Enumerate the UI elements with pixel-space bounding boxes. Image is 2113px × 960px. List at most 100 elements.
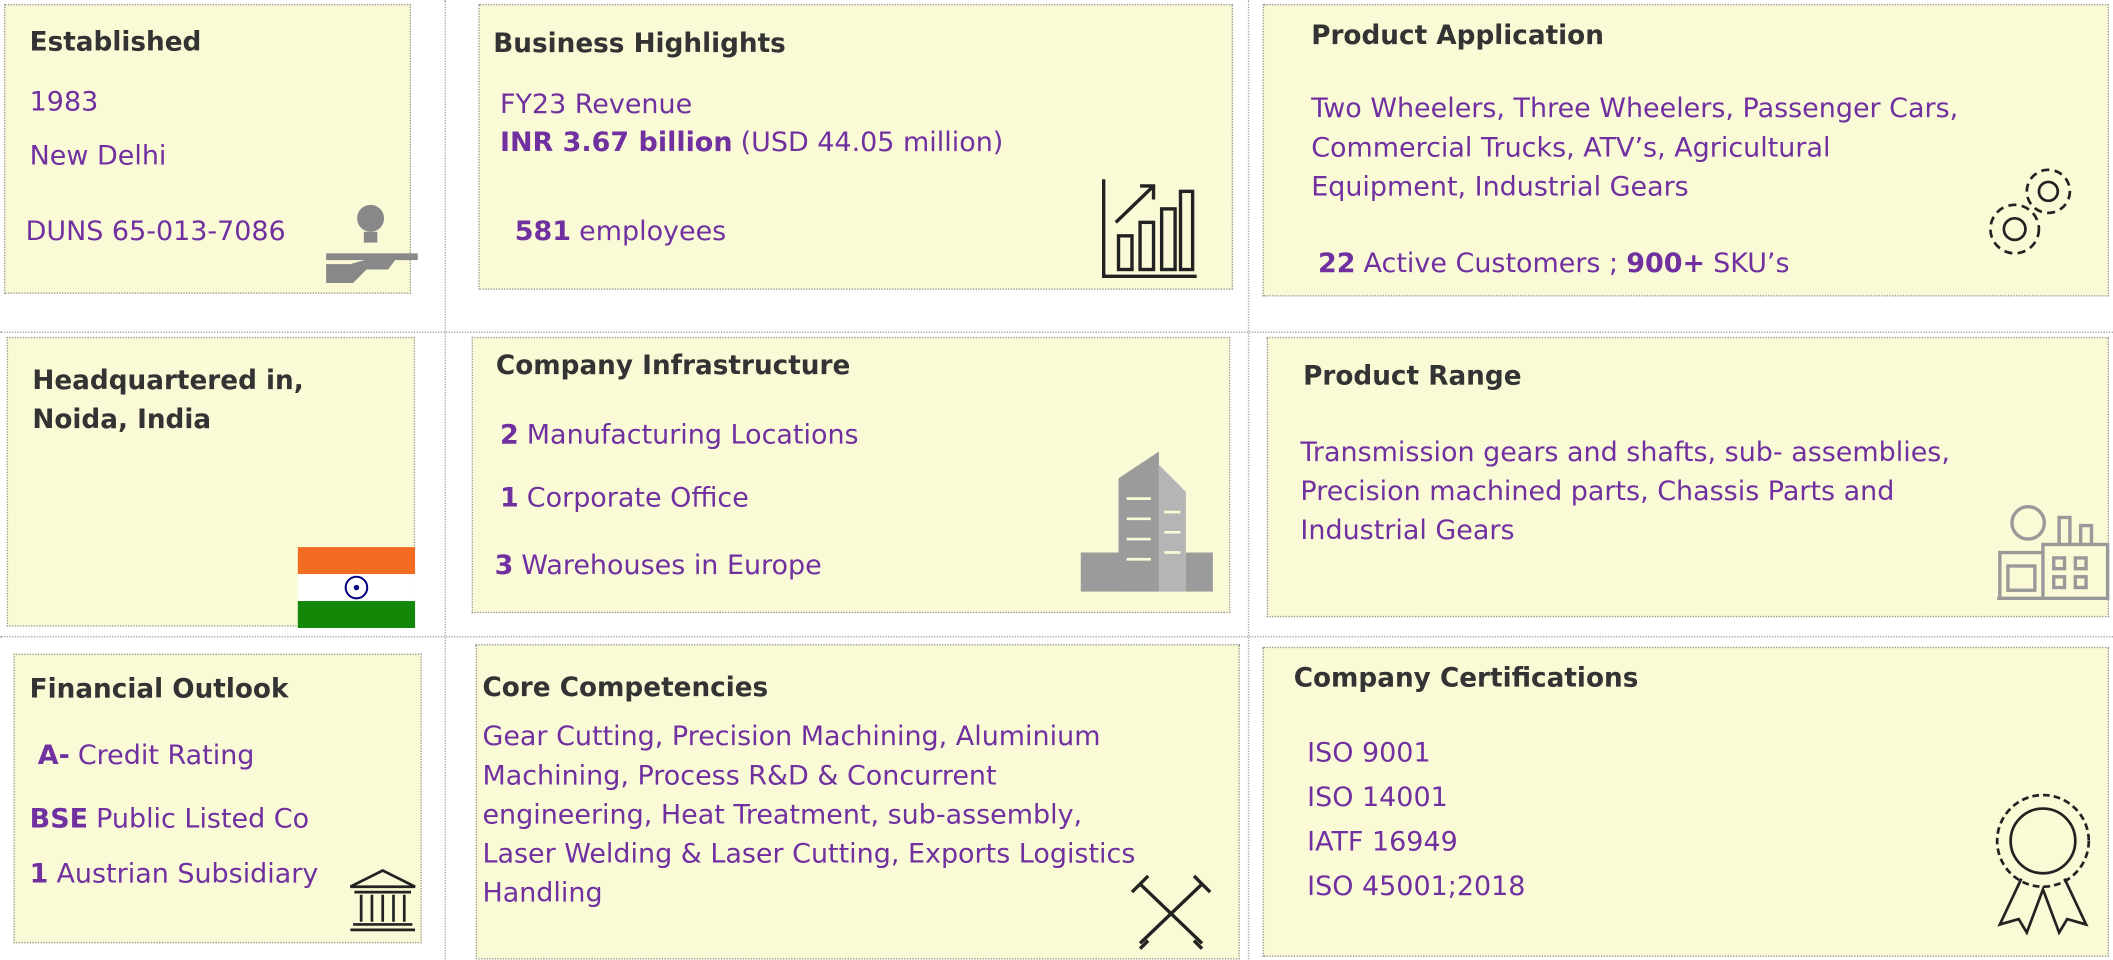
highlight: 1 bbox=[500, 481, 519, 513]
card-line: 2 Manufacturing Locations bbox=[500, 418, 859, 450]
bank-icon bbox=[349, 869, 416, 932]
card-title: Business Highlights bbox=[493, 27, 786, 59]
factory-icon bbox=[1997, 505, 2110, 601]
text: 1983 bbox=[29, 84, 99, 118]
bold: 22 bbox=[1317, 246, 1356, 279]
text: Gear Cutting, Precision Machining, Alumi… bbox=[482, 719, 1101, 752]
card bbox=[475, 644, 1240, 960]
card-line: INR 3.67 billion (USD 44.05 million) bbox=[500, 125, 1003, 157]
text: Corporate Office bbox=[526, 481, 749, 514]
highlight: 2 bbox=[500, 418, 519, 450]
text: Austrian Subsidiary bbox=[56, 857, 319, 890]
card-line: engineering, Heat Treatment, sub-assembl… bbox=[482, 798, 1082, 830]
card-line: Commercial Trucks, ATV’s, Agricultural bbox=[1311, 131, 1830, 163]
text: New Delhi bbox=[29, 138, 167, 172]
bold: BSE bbox=[29, 801, 89, 835]
card-line: New Delhi bbox=[30, 139, 167, 171]
card-line: FY23 Revenue bbox=[500, 88, 692, 120]
text: engineering, Heat Treatment, sub-assembl… bbox=[482, 797, 1083, 831]
medal-icon bbox=[1995, 793, 2091, 936]
highlight: INR 3.67 billion bbox=[500, 125, 733, 157]
card-title: Product Range bbox=[1303, 360, 1522, 392]
card bbox=[13, 653, 422, 944]
bold: 581 bbox=[514, 214, 572, 247]
card-line: ISO 9001 bbox=[1307, 736, 1430, 768]
text: Transmission gears and shafts, sub- asse… bbox=[1300, 435, 1950, 468]
text: Handling bbox=[482, 875, 603, 909]
text: (USD 44.05 million) bbox=[740, 125, 1004, 158]
card-line: ISO 14001 bbox=[1307, 780, 1448, 812]
bold: 900+ bbox=[1626, 246, 1706, 279]
card-title: Company Infrastructure bbox=[495, 349, 851, 381]
card bbox=[4, 4, 412, 294]
card-line: Laser Welding & Laser Cutting, Exports L… bbox=[482, 837, 1135, 869]
divider bbox=[0, 331, 2113, 333]
bold: 1 bbox=[499, 481, 519, 514]
card bbox=[478, 4, 1234, 290]
text: Precision machined parts, Chassis Parts … bbox=[1300, 474, 1895, 507]
text: ISO 9001 bbox=[1307, 735, 1431, 769]
card-line: BSE Public Listed Co bbox=[30, 802, 309, 834]
text: ISO 14001 bbox=[1307, 780, 1448, 813]
text: Two Wheelers, Three Wheelers, Passenger … bbox=[1311, 91, 1959, 124]
building-icon bbox=[1080, 451, 1213, 592]
card-line: 581 employees bbox=[515, 214, 726, 246]
card-line: A- Credit Rating bbox=[38, 738, 255, 770]
text: Credit Rating bbox=[77, 738, 255, 771]
text: employees bbox=[579, 214, 727, 247]
idea-icon bbox=[326, 204, 418, 283]
card bbox=[1262, 4, 2109, 297]
text: Public Listed Co bbox=[96, 801, 310, 835]
card-line: 1 Austrian Subsidiary bbox=[30, 857, 319, 889]
text: ISO 45001;2018 bbox=[1307, 869, 1526, 902]
bold: 1 bbox=[29, 857, 49, 890]
highlight: 900+ bbox=[1626, 247, 1705, 279]
text: Industrial Gears bbox=[1300, 513, 1515, 546]
india-flag bbox=[297, 547, 416, 628]
highlight: 1 bbox=[30, 857, 49, 889]
card-title: Product Application bbox=[1311, 19, 1604, 51]
card-line: Machining, Process R&D & Concurrent bbox=[482, 759, 996, 791]
tools-icon bbox=[1130, 874, 1212, 950]
highlight: BSE bbox=[30, 802, 88, 834]
card-title: Noida, India bbox=[32, 403, 212, 435]
card-line: 1 Corporate Office bbox=[500, 481, 749, 513]
card-line: Industrial Gears bbox=[1300, 513, 1514, 545]
text: Equipment, Industrial Gears bbox=[1311, 169, 1689, 203]
card-line: Gear Cutting, Precision Machining, Alumi… bbox=[482, 720, 1100, 752]
card bbox=[1266, 336, 2109, 618]
card-line: Equipment, Industrial Gears bbox=[1311, 170, 1689, 202]
bold: INR 3.67 billion bbox=[499, 125, 733, 158]
bold: 3 bbox=[494, 548, 514, 581]
divider bbox=[1247, 0, 1250, 960]
divider bbox=[0, 636, 2113, 638]
card-line: IATF 16949 bbox=[1307, 825, 1458, 857]
card bbox=[1262, 646, 2109, 957]
gears-icon bbox=[1989, 168, 2072, 255]
card-title: Core Competencies bbox=[482, 671, 769, 703]
text: Laser Welding & Laser Cutting, Exports L… bbox=[482, 836, 1136, 870]
card-title: Headquartered in, bbox=[32, 364, 304, 396]
card-title: Established bbox=[29, 26, 202, 58]
card-line: Precision machined parts, Chassis Parts … bbox=[1300, 474, 1894, 506]
highlight: A- bbox=[38, 738, 70, 770]
highlight: 3 bbox=[495, 548, 514, 580]
text: Commercial Trucks, ATV’s, Agricultural bbox=[1311, 130, 1831, 164]
card-line: 22 Active Customers ; 900+ SKU’s bbox=[1318, 247, 1790, 279]
text: SKU’s bbox=[1713, 246, 1790, 279]
bold: 2 bbox=[499, 417, 519, 451]
card-line: Transmission gears and shafts, sub- asse… bbox=[1300, 435, 1949, 467]
text: IATF 16949 bbox=[1307, 824, 1458, 858]
card-line: DUNS 65-013-7086 bbox=[26, 214, 286, 246]
highlight: 581 bbox=[515, 214, 571, 246]
text: FY23 Revenue bbox=[499, 87, 693, 120]
card-line: ISO 45001;2018 bbox=[1307, 869, 1525, 901]
card-title: Financial Outlook bbox=[29, 673, 289, 705]
card-line: Two Wheelers, Three Wheelers, Passenger … bbox=[1311, 92, 1958, 124]
divider bbox=[444, 0, 447, 960]
bold: A- bbox=[37, 738, 70, 771]
text: DUNS 65-013-7086 bbox=[25, 214, 286, 247]
card-line: Handling bbox=[482, 876, 602, 908]
